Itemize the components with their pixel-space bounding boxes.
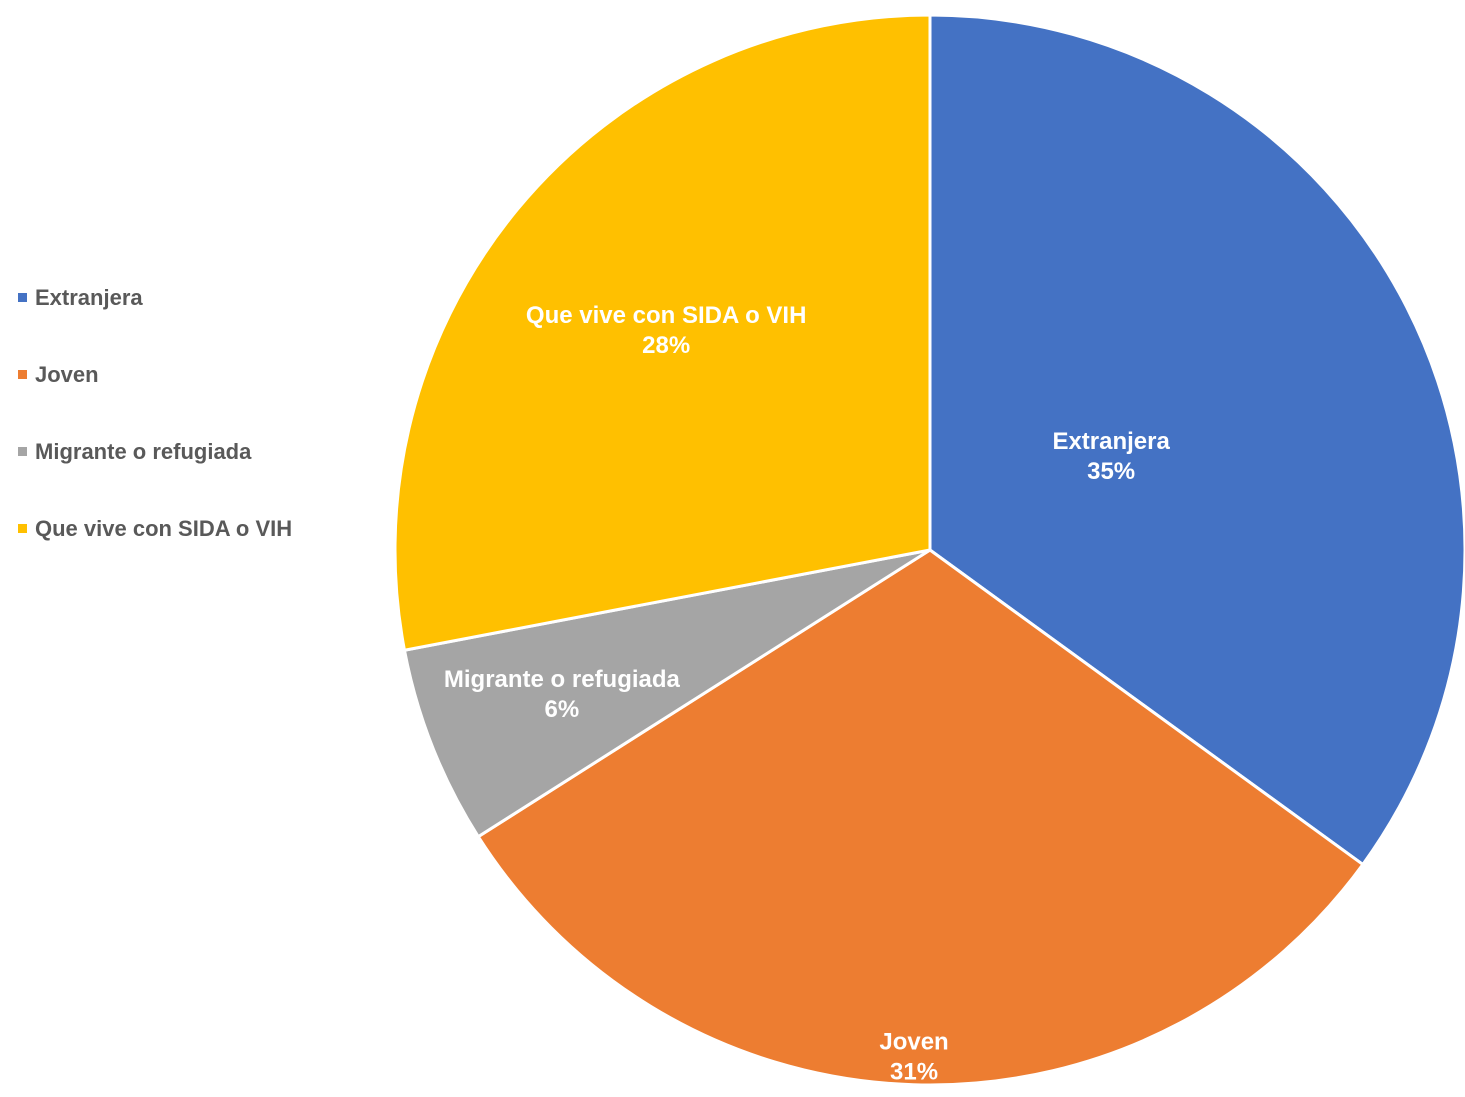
pie-slice [476, 548, 1365, 1087]
slice-label: Migrante o refugiada [444, 666, 681, 693]
legend-label: Joven [35, 362, 99, 387]
slice-value-label: 28% [642, 332, 690, 359]
legend: Extranjera Joven Migrante o refugiada Que v… [14, 284, 314, 592]
legend-item: Que vive con SIDA o VIH [14, 515, 314, 592]
legend-swatch [18, 293, 27, 302]
slice-value-label: 6% [545, 696, 580, 723]
legend-label: Que vive con SIDA o VIH [35, 516, 293, 541]
slice-value-label: 31% [890, 1058, 938, 1085]
slice-value-label: 35% [1087, 458, 1135, 485]
legend-swatch [18, 447, 27, 456]
legend-swatch [18, 524, 27, 533]
slice-label: Que vive con SIDA o VIH [526, 302, 807, 329]
pie-slice [393, 13, 932, 653]
pie-slice [402, 548, 931, 839]
legend-label: Extranjera [35, 285, 143, 310]
pie-slice [928, 13, 1465, 867]
legend-item: Joven [14, 361, 314, 438]
legend-item: Extranjera [14, 284, 314, 361]
slice-label: Joven [879, 1028, 948, 1055]
legend-item: Migrante o refugiada [14, 438, 314, 515]
legend-label: Migrante o refugiada [35, 439, 252, 464]
legend-swatch [18, 370, 27, 379]
slice-label: Extranjera [1052, 428, 1170, 455]
